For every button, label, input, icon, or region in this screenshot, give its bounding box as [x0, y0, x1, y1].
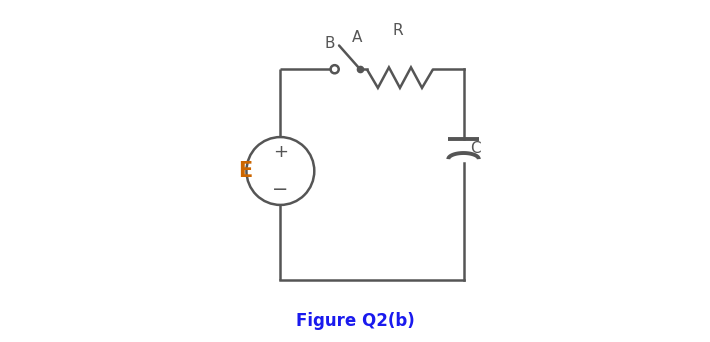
Text: E: E [238, 161, 252, 181]
Text: B: B [324, 36, 335, 51]
Text: +: + [273, 143, 288, 161]
Text: C: C [470, 142, 481, 156]
Text: −: − [272, 180, 288, 199]
Text: Figure Q2(b): Figure Q2(b) [295, 313, 415, 330]
Text: A: A [351, 29, 362, 44]
Text: R: R [392, 23, 403, 38]
